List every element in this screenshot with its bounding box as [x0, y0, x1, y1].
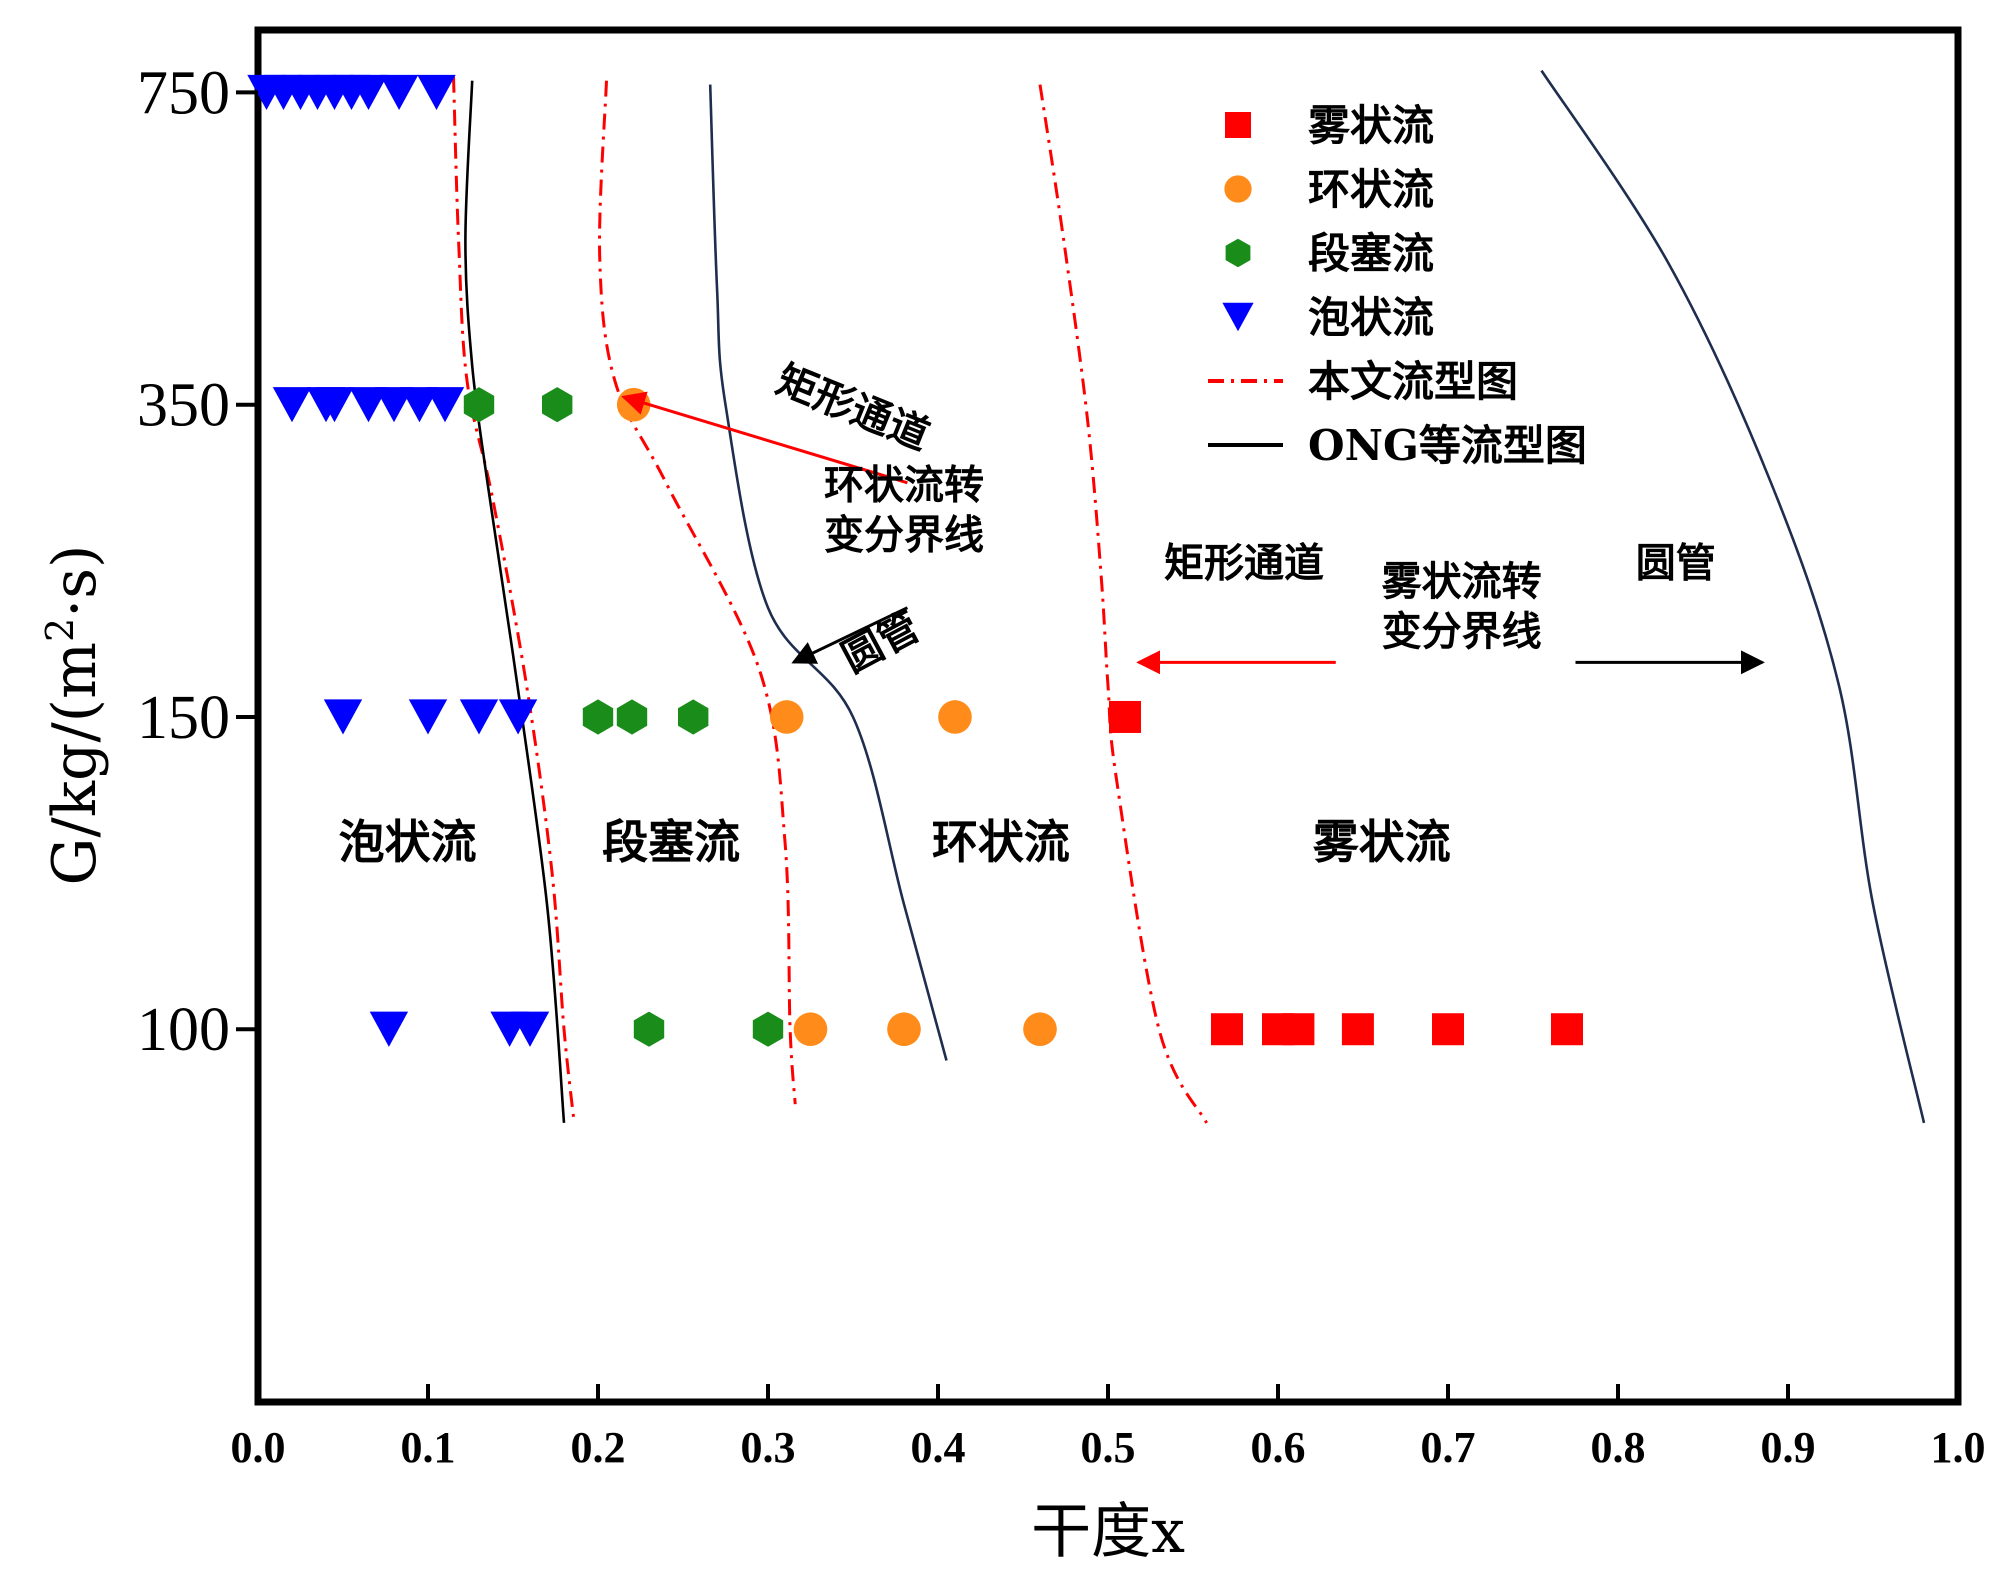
y-tick-label: 100: [137, 996, 230, 1064]
x-tick-label: 0.6: [1251, 1423, 1306, 1472]
region-label: 泡状流: [339, 815, 477, 869]
legend-label: 本文流型图: [1308, 357, 1518, 406]
x-axis: 0.0 0.1 0.2 0.3 0.4 0.5 0.6 0.7 0.8 0.9 1.0: [231, 1384, 1986, 1472]
point-triangle-down-8: [417, 74, 456, 111]
point-triangle-down-6: [349, 74, 388, 111]
boundary-curves: [452, 69, 1926, 1124]
point-square-1: [1211, 1013, 1243, 1046]
x-tick-label: 0.2: [571, 1423, 626, 1472]
point-hexagon-3: [616, 699, 648, 735]
annotation-text: 矩形通道: [1164, 539, 1324, 586]
boundary-curve-0-0: [452, 76, 576, 1124]
x-tick-label: 0.8: [1591, 1423, 1646, 1472]
point-circle-2: [938, 700, 972, 734]
point-hexagon-5: [633, 1011, 665, 1047]
x-tick-label: 0.0: [231, 1423, 286, 1472]
annotation-line: 变分界线: [1382, 608, 1542, 655]
point-triangle-down-18: [459, 699, 499, 735]
point-circle-1: [769, 700, 804, 734]
point-hexagon-0: [463, 387, 495, 423]
point-triangle-down-11: [315, 387, 354, 423]
x-axis-title: 干度x: [1031, 1497, 1185, 1567]
y-tick-label: 350: [137, 372, 230, 440]
x-tick-label: 0.7: [1421, 1423, 1476, 1472]
point-square-4: [1341, 1013, 1374, 1046]
region-label: 雾状流: [1313, 815, 1451, 869]
point-triangle-down-13: [374, 387, 414, 423]
boundary-curve-0-2: [1038, 84, 1208, 1124]
point-hexagon-1: [542, 387, 573, 423]
legend-label: 泡状流: [1308, 293, 1434, 342]
point-hexagon-4: [678, 699, 709, 735]
annotation-arrow: [791, 606, 909, 664]
legend-marker-circle: [1224, 175, 1252, 203]
x-tick-label: 0.3: [741, 1423, 796, 1472]
point-circle-3: [793, 1012, 828, 1047]
y-axis-title-tail: ·s): [40, 545, 110, 618]
annotation-line: 雾状流转: [1382, 558, 1542, 605]
annotation-arrow: [621, 391, 908, 485]
annotation-text: 环状流转变分界线: [824, 461, 984, 558]
point-triangle-down-14: [400, 387, 439, 423]
point-hexagon-6: [752, 1011, 784, 1047]
x-tick-label: 0.5: [1081, 1423, 1136, 1472]
point-triangle-down-9: [272, 387, 312, 423]
point-triangle-down-12: [349, 387, 388, 423]
point-triangle-down-15: [425, 387, 465, 423]
region-labels: 泡状流 段塞流 环状流 雾状流: [339, 815, 1451, 869]
point-triangle-down-20: [369, 1011, 409, 1047]
point-square-3: [1282, 1013, 1315, 1046]
point-triangle-down-7: [379, 74, 419, 111]
y-axis-title: G/kg/(m2·s): [38, 545, 110, 886]
x-tick-label: 1.0: [1931, 1423, 1986, 1472]
point-square-5: [1432, 1013, 1464, 1046]
boundary-curve-2-0: [708, 84, 948, 1061]
point-triangle-down-19: [498, 699, 538, 735]
point-triangle-down-17: [408, 699, 448, 735]
point-hexagon-2: [582, 699, 614, 735]
legend-label: ONG等流型图: [1308, 421, 1587, 470]
point-square-0: [1109, 700, 1141, 733]
annotation-line: 环状流转: [824, 461, 984, 508]
legend-label: 雾状流: [1308, 101, 1434, 150]
boundary-curve-2-1: [1540, 69, 1926, 1124]
annotation-text: 圆管: [1636, 539, 1716, 586]
legend-marker-hexagon: [1225, 238, 1251, 268]
annotation-line: 变分界线: [824, 511, 984, 558]
point-circle-5: [1023, 1012, 1057, 1047]
point-circle-4: [887, 1012, 921, 1047]
y-axis: 750 350 150 100: [137, 59, 258, 1064]
region-label: 段塞流: [602, 815, 740, 869]
region-label: 环状流: [932, 815, 1070, 869]
legend-label: 环状流: [1308, 165, 1434, 214]
point-triangle-down-16: [323, 699, 363, 735]
y-axis-title-sup: 2: [38, 618, 82, 642]
annotation-text: 矩形通道: [770, 356, 936, 460]
legend-marker-square: [1225, 112, 1251, 138]
annotation-text: 圆管: [834, 603, 927, 682]
y-tick-label: 750: [137, 59, 230, 127]
y-axis-title-main: G/kg/(m: [40, 642, 110, 885]
point-square-6: [1551, 1013, 1583, 1046]
point-triangle-down-22: [510, 1011, 550, 1047]
x-tick-label: 0.1: [401, 1423, 456, 1472]
y-tick-label: 150: [137, 684, 230, 752]
boundary-curve-1-0: [464, 80, 566, 1123]
legend-marker-triangle-down: [1222, 302, 1254, 332]
x-tick-label: 0.9: [1761, 1423, 1816, 1472]
boundary-curve-0-1: [598, 80, 797, 1105]
x-tick-label: 0.4: [911, 1423, 966, 1472]
legend-label: 段塞流: [1308, 229, 1434, 278]
annotation-text: 雾状流转变分界线: [1382, 558, 1542, 655]
